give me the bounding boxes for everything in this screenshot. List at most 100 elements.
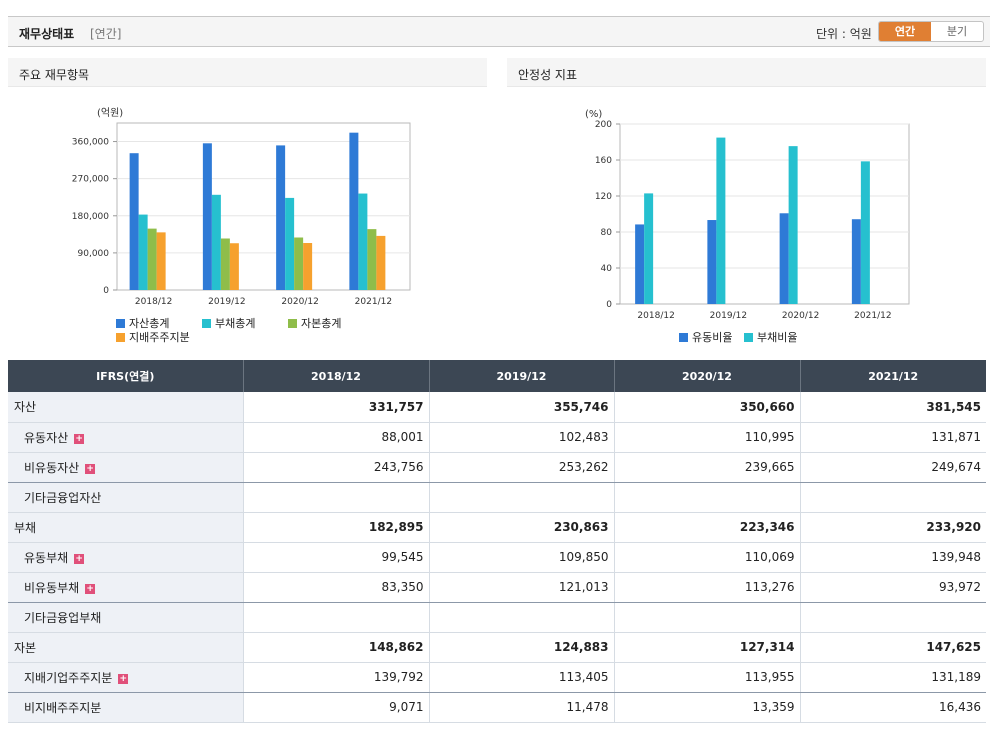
y-tick-label: 200 (595, 120, 612, 130)
row-label-text: 유동자산 (24, 430, 69, 445)
tab-quarter[interactable]: 분기 (946, 25, 968, 38)
value-cell: 350,660 (614, 392, 801, 423)
legend-label: 부채비율 (757, 331, 797, 344)
value-cell: 147,625 (800, 632, 986, 663)
expand-plus-icon[interactable]: + (118, 673, 129, 684)
row-label: 부채 (8, 512, 244, 543)
table-row: 유동자산 +88,001 102,483 110,995 131,871 (8, 422, 986, 453)
legend-label: 자본총계 (301, 317, 341, 330)
value-cell: 243,756 (243, 452, 430, 483)
value-cell: 182,895 (243, 512, 430, 543)
value-cell (800, 602, 986, 633)
value-cell: 355,746 (429, 392, 615, 423)
bar-자본총계 (367, 229, 377, 290)
table-row: 비유동자산 +243,756 253,262 239,665 249,674 (8, 452, 986, 483)
value-cell (614, 602, 801, 633)
value-cell: 233,920 (800, 512, 986, 543)
bar-자본총계 (147, 228, 157, 290)
bar-자산총계 (276, 145, 286, 290)
value-cell: 131,871 (800, 422, 986, 453)
bar-자산총계 (202, 143, 212, 290)
x-tick-label: 2020/12 (782, 311, 819, 321)
y-tick-label: 0 (103, 286, 109, 296)
legend-label: 자산총계 (129, 317, 169, 330)
value-cell: 131,189 (800, 662, 986, 693)
y-tick-label: 40 (601, 264, 613, 274)
table-row: 부채 182,895 230,863 223,346 233,920 (8, 512, 986, 543)
legend-swatch (744, 333, 753, 342)
expand-plus-icon[interactable]: + (74, 433, 85, 444)
row-label: 자본 (8, 632, 244, 663)
y-tick-label: 120 (595, 192, 612, 202)
expand-plus-icon[interactable]: + (74, 553, 85, 564)
row-label-text: 비지배주주지분 (24, 700, 102, 715)
value-cell: 121,013 (429, 572, 615, 603)
x-tick-label: 2018/12 (135, 297, 172, 307)
value-cell (429, 602, 615, 633)
value-cell: 113,405 (429, 662, 615, 693)
bar-자본총계 (294, 237, 304, 290)
value-cell: 223,346 (614, 512, 801, 543)
legend-swatch (679, 333, 688, 342)
value-cell: 113,276 (614, 572, 801, 603)
value-cell: 124,883 (429, 632, 615, 663)
table-row: 비유동부채 +83,350 121,013 113,276 93,972 (8, 572, 986, 603)
bar-부채총계 (358, 193, 368, 290)
x-tick-label: 2021/12 (355, 297, 392, 307)
legend-swatch (116, 319, 125, 328)
row-label-text: 자본 (14, 640, 37, 655)
row-label-text: 자산 (14, 400, 37, 415)
bar-지배주주지분 (376, 235, 386, 290)
value-cell: 11,478 (429, 692, 615, 723)
legend-swatch (202, 319, 211, 328)
value-cell: 13,359 (614, 692, 801, 723)
row-label-text: 지배기업주주지분 (24, 670, 113, 685)
main-items-title: 주요 재무항목 (8, 58, 487, 87)
page-title: 재무상태표 (19, 27, 75, 41)
header-ifrs: IFRS(연결) (8, 360, 244, 392)
bar-부채총계 (211, 194, 221, 290)
value-cell: 16,436 (800, 692, 986, 723)
x-tick-label: 2018/12 (637, 311, 674, 321)
legend-swatch (288, 319, 297, 328)
unit-label: 단위 : 억원 (816, 27, 872, 41)
y-tick-label: 160 (595, 156, 612, 166)
value-cell (429, 482, 615, 513)
main-items-chart: 0 90,000 180,000 270,000 360,000 (억원) 2018/12 2… (72, 107, 411, 344)
expand-plus-icon[interactable]: + (85, 583, 96, 594)
value-cell: 239,665 (614, 452, 801, 483)
value-cell: 102,483 (429, 422, 615, 453)
row-label: 비유동자산 + (8, 452, 244, 483)
period-toggle: 연간 분기 (878, 21, 984, 42)
row-label: 비지배주주지분 (8, 692, 244, 723)
tab-annual[interactable]: 연간 (879, 22, 931, 41)
expand-plus-icon[interactable]: + (85, 463, 96, 474)
row-label-text: 유동부채 (24, 550, 69, 565)
bar-부채총계 (138, 214, 148, 290)
row-label-text: 비유동부채 (24, 580, 80, 595)
value-cell: 110,069 (614, 542, 801, 573)
table-row: 지배기업주주지분 +139,792 113,405 113,955 131,189 (8, 662, 986, 693)
value-cell (800, 482, 986, 513)
stability-title: 안정성 지표 (507, 58, 986, 87)
row-label-text: 기타금융업자산 (24, 490, 102, 505)
value-cell: 331,757 (243, 392, 430, 423)
y-axis-label: (억원) (97, 107, 123, 119)
y-tick-label: 80 (601, 228, 613, 238)
x-tick-label: 2020/12 (281, 297, 318, 307)
value-cell: 253,262 (429, 452, 615, 483)
value-cell (614, 482, 801, 513)
value-cell: 113,955 (614, 662, 801, 693)
table-row: 기타금융업부채 (8, 602, 986, 633)
row-label-text: 비유동자산 (24, 460, 80, 475)
balance-sheet-table: IFRS(연결) 2018/12 2019/12 2020/12 2021/12… (8, 360, 986, 723)
row-label: 기타금융업부채 (8, 602, 244, 633)
y-tick-label: 0 (606, 300, 612, 310)
bar-부채비율 (860, 161, 870, 304)
value-cell: 83,350 (243, 572, 430, 603)
row-label: 유동자산 + (8, 422, 244, 453)
statement-header: 재무상태표 [연간] 단위 : 억원 연간 분기 (8, 16, 990, 47)
stability-chart: 0 40 80 120 160 200(%) 2018/12 2019/12 2020/12 20… (585, 109, 910, 344)
period-label: [연간] (90, 27, 122, 41)
value-cell: 230,863 (429, 512, 615, 543)
